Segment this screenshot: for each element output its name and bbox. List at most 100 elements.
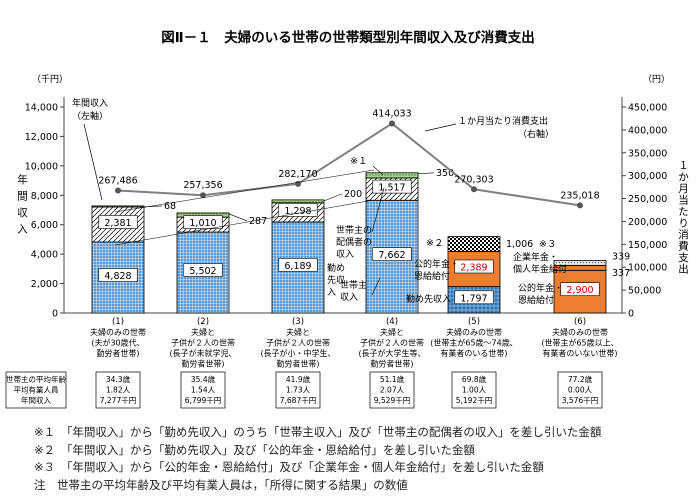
annotation-kinmu: 入 xyxy=(327,287,336,298)
bar-other-leader xyxy=(228,213,248,222)
info-value: 35.4歳 xyxy=(191,374,216,384)
bar5-work-label: 1,797 xyxy=(460,293,487,304)
spending-point xyxy=(200,192,206,199)
bar-head-label: 4,828 xyxy=(104,271,131,282)
info-value: 7,687千円 xyxy=(280,395,316,405)
bar-head-label-box xyxy=(183,263,223,277)
category-label: 勤労者世帯) xyxy=(276,359,319,369)
right-tick-label: 300,000 xyxy=(628,171,667,182)
annotation-head-income: 収入 xyxy=(340,291,358,303)
annotation-head-income: 世帯主 xyxy=(340,279,367,291)
info-value: 34.3歳 xyxy=(106,374,131,384)
annotation-mark-2: ※２ xyxy=(426,238,443,249)
bar-spouse-label-box xyxy=(183,215,223,229)
footnote-3: ※３ 「年間収入」から「公的年金・恩給給付」及び「企業年金・個人年金給付」を差し… xyxy=(34,460,544,474)
annotation-mark-3: ※３ xyxy=(539,239,556,250)
category-label: (長子が未就学児、 xyxy=(169,348,236,358)
spending-polyline xyxy=(117,122,581,207)
category-number: (6) xyxy=(574,317,586,327)
spending-label: 414,033 xyxy=(372,108,411,119)
bar-spouse-label: 1,010 xyxy=(189,218,216,229)
right-axis-unit: （円） xyxy=(643,74,670,85)
info-box xyxy=(180,371,226,409)
category-label: 夫婦のみの世帯 xyxy=(446,327,502,337)
info-value: 0.00人 xyxy=(568,386,593,395)
left-tick-label: 10,000 xyxy=(25,161,58,172)
info-value: 3,576千円 xyxy=(562,395,598,405)
category-label: (長子が小・中学生、 xyxy=(260,348,335,358)
info-value: 1.73人 xyxy=(286,386,311,395)
info-header: 世帯主の平均年齢 xyxy=(6,374,66,384)
bar-head-label: 7,662 xyxy=(378,250,405,261)
left-tick-label: 12,000 xyxy=(25,132,58,143)
category-label: 夫婦のみの世帯 xyxy=(552,327,608,337)
bar-other-leader xyxy=(323,193,343,202)
right-tick-label: 100,000 xyxy=(628,263,667,274)
category-number: (3) xyxy=(292,317,304,327)
footnote-2: ※２ 「年間収入」から「勤め先収入」及び「公的年金・恩給給付」を差し引いた金額 xyxy=(34,442,475,457)
category-number: (1) xyxy=(112,317,124,327)
bar6-other-label: 339 xyxy=(612,251,630,262)
info-header: 年間収入 xyxy=(21,395,51,405)
annotation-mark-1: ※１ xyxy=(350,156,367,167)
bar-other-income xyxy=(91,205,145,208)
bar6-pension-label: 2,900 xyxy=(566,285,593,296)
spending-point xyxy=(471,186,477,193)
annotation-spouse-leader xyxy=(371,187,385,233)
annotation-pension-5: 恩給給付 xyxy=(414,270,450,282)
bar5-other-label: 1,006 xyxy=(506,239,533,250)
info-box xyxy=(451,371,497,409)
category-label: 夫婦と xyxy=(286,327,310,337)
info-value: 9,529千円 xyxy=(374,395,410,405)
spending-label: 235,018 xyxy=(560,190,599,201)
annotation-income: 年間収入 xyxy=(72,97,108,109)
spending-label: 267,486 xyxy=(98,176,137,187)
info-header: 平均有業人員 xyxy=(14,385,59,395)
annotation-head-connector xyxy=(114,199,375,246)
category-label: 子供が２人の世帯 xyxy=(360,338,424,348)
bar-other-leader xyxy=(417,172,435,175)
bar6-pension-label-box xyxy=(560,282,600,296)
left-tick-label: 0 xyxy=(52,309,58,320)
info-value: 69.8歳 xyxy=(462,374,487,384)
bar5-pension-label: 2,389 xyxy=(460,262,487,273)
chart-title: 図Ⅱ－１ 夫婦のいる世帯の世帯類型別年間収入及び消費支出 xyxy=(161,29,534,46)
annotation-spending: １か月当たり消費支出 xyxy=(458,115,548,127)
bar5-work-label-box xyxy=(454,290,494,305)
bar6-other xyxy=(553,259,607,266)
bar-head-label: 5,502 xyxy=(189,266,216,277)
bar-head-label-box xyxy=(98,268,138,282)
annotations: 年間収入（左軸） １か月当たり消費支出（右軸）世帯主の配偶者の収入勤め先収入世帯主… xyxy=(72,97,567,306)
left-tick-label: 14,000 xyxy=(25,103,58,114)
bar-other-label: 350 xyxy=(436,168,454,179)
category-label: 有業者のいない世帯) xyxy=(542,348,617,358)
annotation-spending-leader xyxy=(424,123,457,132)
bar-other-label: 200 xyxy=(344,189,362,200)
annotation-income-leader xyxy=(83,123,103,201)
info-box xyxy=(557,371,603,409)
annotation-corp-6: 企業年金・ xyxy=(513,251,558,263)
bar-head-label-box xyxy=(372,247,412,261)
info-value: 2.07人 xyxy=(380,386,405,395)
bar-other-income xyxy=(365,172,419,179)
category-label: 夫婦のみの世帯 xyxy=(90,327,146,337)
category-label: 子供が２人の世帯 xyxy=(171,338,235,348)
right-tick-label: 350,000 xyxy=(628,148,667,159)
annotation-corp-6: 個人年金給付 xyxy=(513,263,567,275)
category-label: (世帯主が65歳以上、 xyxy=(541,338,618,348)
bar-other-label: 68 xyxy=(164,201,176,212)
annotation-pension-6: 恩給給付 xyxy=(518,294,554,306)
bar-head-label: 6,189 xyxy=(284,261,311,272)
annotation-pension-6: 公的年金・ xyxy=(518,282,563,294)
info-box xyxy=(95,371,141,409)
bar-spouse-label-box xyxy=(372,179,412,194)
spending-point xyxy=(295,180,301,187)
category-number: (2) xyxy=(197,317,209,327)
annotation-mark-1-leader xyxy=(372,165,384,176)
bar-spouse-label: 1,298 xyxy=(284,206,311,217)
right-tick-label: 450,000 xyxy=(628,103,667,114)
info-value: 41.9歳 xyxy=(286,374,311,384)
info-value: 1.82人 xyxy=(106,386,131,395)
bar5-other xyxy=(447,236,501,252)
